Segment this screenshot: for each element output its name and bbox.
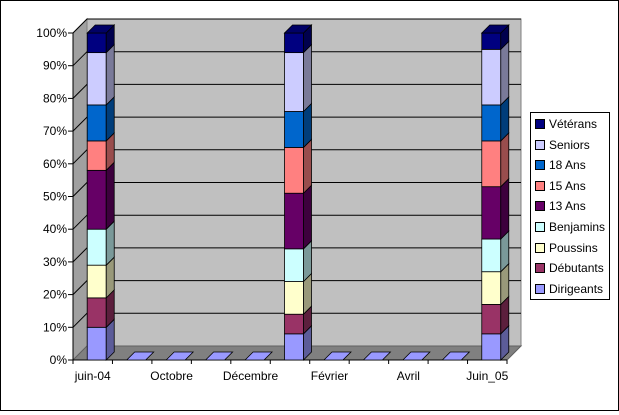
legend-swatch (535, 263, 545, 274)
y-tick-label: 20% (43, 288, 67, 302)
bar-segment (284, 32, 304, 54)
legend-label: Poussins (549, 240, 598, 255)
legend-label: Vétérans (549, 117, 598, 131)
y-tick-label: 0% (50, 353, 68, 367)
legend-label: Dirigeants (549, 281, 604, 296)
legend-swatch (535, 139, 545, 150)
legend-swatch (535, 242, 545, 253)
x-tick-label: Juin_05 (466, 369, 508, 383)
bar-segment (86, 326, 107, 361)
y-tick-label: 60% (43, 157, 67, 171)
bar-empty (362, 351, 392, 361)
bar-segment (86, 169, 107, 230)
bar-segment (481, 186, 502, 240)
legend-swatch (535, 222, 545, 232)
bar-segment (481, 271, 502, 305)
legend-label: Débutants (549, 261, 604, 276)
legend-swatch (535, 201, 545, 212)
bar-segment (86, 32, 107, 54)
bar-empty (165, 351, 195, 361)
bar-segment-side (303, 43, 312, 113)
bar-segment (86, 52, 107, 106)
bar-segment-side (105, 161, 115, 231)
bar-segment (481, 304, 502, 335)
bar-segment (481, 104, 502, 142)
bar-segment (481, 140, 502, 188)
bar-segment (284, 192, 304, 250)
x-tick-label: Avril (397, 369, 420, 383)
y-tick-label: 30% (43, 255, 67, 269)
bar-empty (125, 351, 155, 361)
bar-segment (86, 264, 107, 299)
x-tick-label: juin-04 (74, 369, 111, 383)
bar-segment-side (500, 40, 510, 106)
bar-segment (284, 333, 304, 361)
bar-segment-side (303, 138, 312, 195)
bar-empty (401, 351, 431, 361)
bar-segment (481, 333, 502, 361)
bar-top (480, 24, 510, 34)
legend-label: Seniors (549, 137, 590, 152)
x-tick-label: Février (311, 369, 348, 383)
bar-empty (441, 351, 471, 361)
bar-segment (481, 238, 502, 273)
bar-segment (86, 297, 107, 328)
bar-segment-side (105, 43, 115, 106)
bar-segment (86, 104, 107, 142)
x-tick-label: Décembre (223, 369, 279, 383)
bar-segment (481, 32, 502, 50)
legend-swatch (535, 119, 545, 129)
bar-empty (322, 351, 352, 361)
bar-segment (284, 52, 304, 112)
bar-segment-side (303, 184, 312, 250)
legend-label: Benjamins (549, 220, 606, 234)
y-tick-label: 10% (43, 320, 67, 334)
legend-label: 18 Ans (549, 158, 586, 173)
y-tick-label: 50% (43, 190, 67, 204)
bar-segment (284, 248, 304, 282)
legend-label: 13 Ans (549, 199, 586, 214)
bar-segment (86, 228, 107, 266)
bar-segment (86, 140, 107, 171)
bar-segment (284, 147, 304, 194)
y-tick-label: 80% (43, 91, 67, 105)
bar-segment (284, 111, 304, 148)
bar-segment (284, 313, 304, 335)
legend-label: 15 Ans (549, 178, 586, 193)
y-tick-label: 90% (43, 59, 67, 73)
bar-segment (481, 48, 502, 106)
bar-segment (284, 281, 304, 315)
bar-empty (204, 351, 234, 361)
legend-swatch (535, 180, 545, 191)
legend-swatch (535, 160, 545, 171)
bar-segment-side (500, 177, 510, 240)
y-tick-label: 70% (43, 124, 67, 138)
bar-top (86, 24, 116, 34)
bar-empty (244, 351, 274, 361)
x-tick-label: Octobre (150, 369, 193, 383)
chart-legend: Vétérans Seniors 18 Ans 15 Ans 13 Ans Benjami… (530, 112, 610, 300)
y-tick-label: 40% (43, 222, 67, 236)
legend-swatch (535, 283, 545, 294)
bar-top (283, 24, 313, 34)
y-tick-label: 100% (36, 26, 67, 40)
bar-segment-side (500, 131, 510, 188)
y-gridline (72, 18, 521, 34)
